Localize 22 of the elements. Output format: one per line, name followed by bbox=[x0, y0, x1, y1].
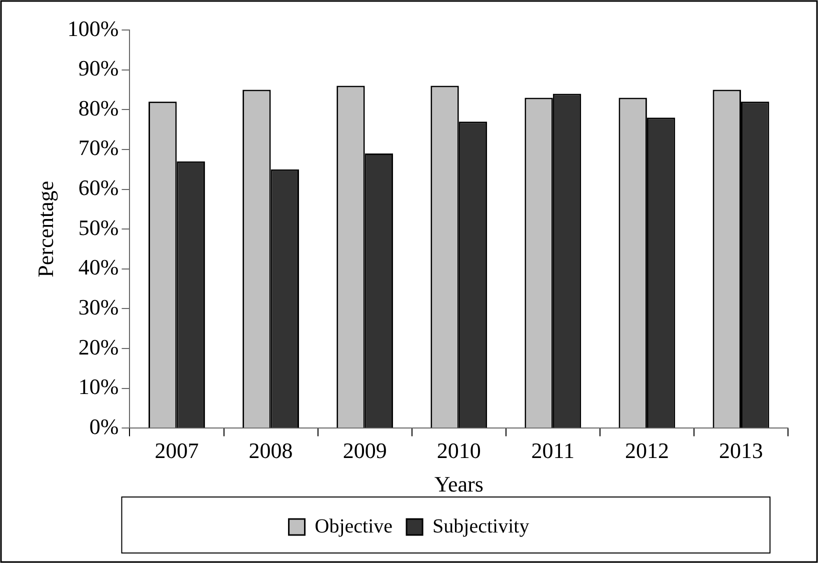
y-tick-label: 0% bbox=[89, 414, 119, 439]
legend-label: Subjectivity bbox=[432, 515, 530, 538]
x-axis-title: Years bbox=[434, 472, 484, 497]
y-tick-label: 10% bbox=[78, 374, 119, 400]
y-tick-label: 100% bbox=[67, 16, 119, 41]
y-tick-label: 40% bbox=[78, 254, 119, 280]
x-tick-label: 2011 bbox=[531, 438, 574, 464]
x-tick-label: 2008 bbox=[248, 438, 293, 464]
x-tick-label: 2010 bbox=[436, 438, 481, 464]
x-tick-label: 2013 bbox=[718, 438, 763, 464]
x-tick-label: 2007 bbox=[154, 438, 199, 464]
x-tick-label: 2012 bbox=[624, 438, 669, 464]
y-tick-label: 70% bbox=[78, 135, 119, 160]
y-tick-label: 30% bbox=[78, 294, 119, 320]
y-tick-label: 80% bbox=[78, 95, 119, 120]
legend-label: Objective bbox=[314, 515, 393, 538]
y-tick-label: 50% bbox=[78, 214, 119, 240]
y-axis-title: Percentage bbox=[32, 180, 58, 278]
x-tick-label: 2009 bbox=[342, 438, 387, 464]
y-tick-label: 90% bbox=[78, 56, 119, 81]
y-tick-label: 20% bbox=[78, 334, 119, 360]
y-tick-label: 60% bbox=[78, 175, 119, 200]
